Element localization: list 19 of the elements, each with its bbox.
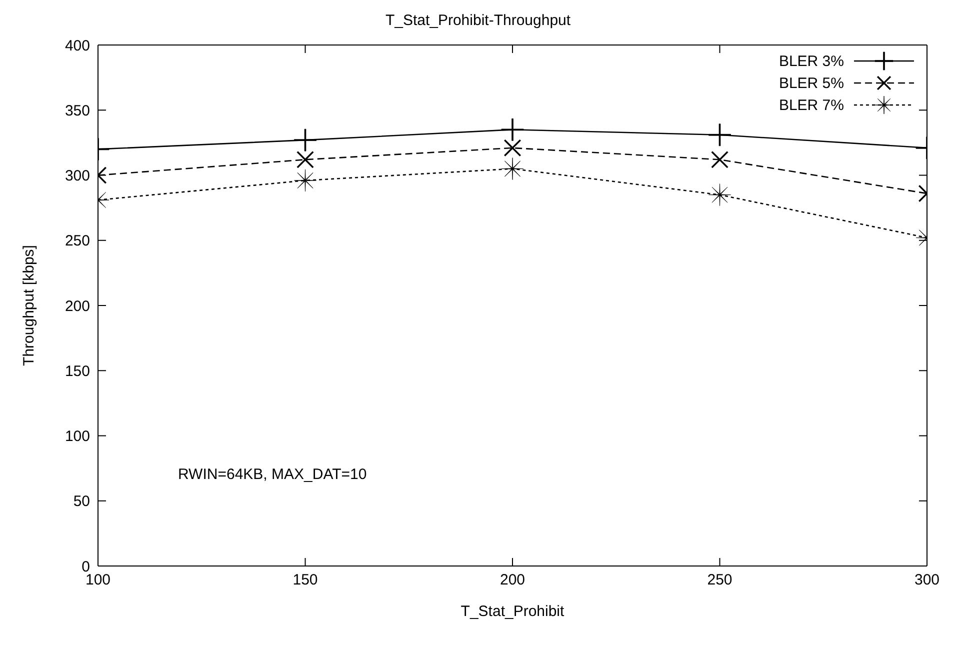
- x-tick-label: 300: [914, 572, 940, 589]
- y-tick-label: 150: [64, 362, 90, 380]
- y-tick-label: 350: [64, 102, 90, 120]
- y-tick-label: 50: [73, 493, 90, 510]
- x-axis-title: T_Stat_Prohibit: [460, 603, 566, 620]
- legend-label: BLER 7%: [778, 96, 844, 114]
- legend-label: BLER 3%: [778, 52, 844, 70]
- x-tick-label: 150: [292, 572, 318, 589]
- legend-label: BLER 5%: [778, 74, 844, 92]
- x-tick-label: 200: [500, 572, 526, 589]
- x-tick-label: 250: [707, 572, 732, 589]
- y-tick-label: 400: [64, 37, 90, 54]
- y-tick-label: 200: [64, 298, 90, 315]
- y-tick-label: 250: [64, 232, 90, 250]
- y-tick-label: 100: [64, 428, 90, 446]
- y-axis-title: Throughput [kbps]: [20, 245, 38, 366]
- y-tick-label: 300: [64, 168, 90, 185]
- chart-title: T_Stat_Prohibit-Throughput: [384, 12, 572, 29]
- annotation: RWIN=64KB, MAX_DAT=10: [178, 466, 367, 483]
